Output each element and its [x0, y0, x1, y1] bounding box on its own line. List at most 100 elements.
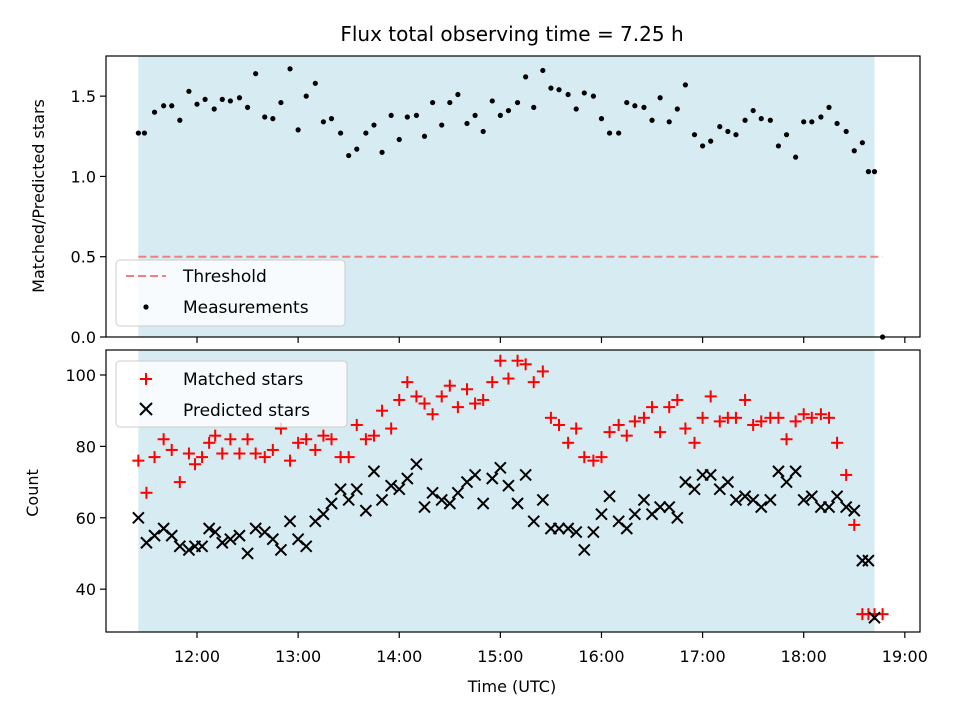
- measurement-point: [801, 119, 807, 125]
- legend-predicted-label: Predicted stars: [183, 401, 310, 421]
- matched-star-point: [233, 447, 246, 460]
- predicted-star-point: [502, 479, 515, 492]
- measurement-point: [514, 99, 521, 106]
- measurement-point: [573, 106, 579, 112]
- top-y-axis-label: Matched/Predicted stars: [29, 99, 48, 293]
- bottom-y-tick-label: 100: [65, 366, 96, 385]
- measurement-point: [758, 116, 764, 122]
- matched-star-point: [203, 436, 216, 449]
- matched-star-point: [780, 433, 793, 446]
- matched-star-point: [840, 468, 853, 481]
- predicted-star-point: [342, 493, 355, 507]
- measurement-point: [169, 103, 175, 109]
- measurement-point: [303, 93, 309, 99]
- matched-star-point: [671, 393, 684, 406]
- measurement-point: [826, 104, 832, 110]
- measurement-point: [708, 138, 714, 144]
- legend-matched-label: Matched stars: [183, 370, 303, 390]
- matched-star-point: [739, 393, 752, 406]
- matched-star-point: [696, 411, 709, 424]
- measurement-point: [151, 109, 158, 115]
- predicted-star-point: [569, 525, 583, 539]
- measurement-point: [682, 82, 689, 88]
- measurement-point: [859, 140, 865, 146]
- predicted-star-point: [359, 504, 373, 517]
- measurement-point: [531, 104, 537, 110]
- measurement-point: [641, 104, 647, 110]
- predicted-star-point: [195, 540, 209, 553]
- matched-star-point: [486, 376, 499, 389]
- matched-star-point: [848, 518, 861, 531]
- measurement-point: [699, 143, 706, 149]
- top-y-tick-label: 1.5: [71, 87, 96, 106]
- matched-star-point: [393, 393, 406, 406]
- matched-star-point: [469, 397, 482, 410]
- predicted-stars-points: [132, 458, 881, 624]
- measurement-point: [565, 91, 571, 98]
- predicted-star-point: [132, 511, 145, 524]
- matched-star-point: [502, 372, 515, 385]
- matched-star-point: [443, 379, 456, 392]
- measurement-point: [219, 96, 225, 102]
- matched-star-point: [249, 447, 262, 460]
- matched-star-point: [359, 433, 372, 446]
- predicted-star-point: [375, 493, 389, 507]
- matched-star-point: [688, 436, 701, 449]
- measurement-point: [606, 130, 613, 136]
- matched-star-point: [562, 436, 575, 449]
- bottom-y-axis-label: Count: [23, 469, 42, 517]
- matched-star-point: [317, 429, 330, 442]
- measurement-point: [447, 99, 453, 106]
- predicted-star-point: [653, 500, 667, 514]
- top-legend: Threshold Measurements: [115, 259, 346, 327]
- matched-star-point: [704, 390, 717, 403]
- measurement-point: [464, 120, 470, 127]
- predicted-star-point: [527, 515, 540, 528]
- x-tick-label: 17:00: [680, 647, 726, 666]
- measurement-point: [363, 130, 369, 136]
- measurement-point: [177, 117, 183, 123]
- top-x-ticks: [196, 337, 906, 343]
- bottom-axes-frame: [105, 349, 921, 633]
- matched-star-point: [460, 383, 473, 396]
- predicted-star-point: [300, 540, 313, 553]
- measurement-point: [767, 117, 773, 123]
- predicted-star-point: [182, 543, 196, 557]
- measurement-point: [404, 114, 410, 120]
- predicted-star-point: [384, 479, 398, 492]
- predicted-star-point: [797, 493, 810, 507]
- bottom-y-tick-label: 40: [76, 580, 96, 599]
- measurement-point: [455, 91, 461, 98]
- bottom-y-tick-label: 80: [76, 437, 96, 456]
- matched-star-point: [292, 436, 305, 449]
- legend-threshold-label: Threshold: [182, 267, 267, 287]
- x-tick-label: 19:00: [882, 647, 928, 666]
- matched-star-point: [367, 429, 380, 442]
- predicted-star-point: [393, 483, 406, 496]
- x-tick-label: 12:00: [174, 647, 220, 666]
- predicted-star-point: [688, 483, 701, 496]
- matched-star-point: [831, 436, 844, 449]
- measurement-point: [624, 99, 630, 106]
- predicted-star-point: [671, 511, 684, 524]
- measurement-point: [270, 116, 276, 122]
- measurement-point: [211, 106, 217, 112]
- matched-star-point: [342, 451, 355, 464]
- predicted-star-point: [401, 472, 414, 485]
- predicted-star-point: [410, 458, 423, 471]
- predicted-star-point: [862, 554, 875, 567]
- measurement-point: [236, 95, 243, 101]
- measurement-point: [161, 103, 167, 109]
- bottom-y-tick-label: 60: [76, 509, 96, 528]
- measurement-point: [742, 117, 748, 123]
- measurement-point: [616, 130, 622, 136]
- predicted-star-point: [148, 529, 161, 542]
- measurement-point: [312, 80, 318, 86]
- count-panel: 40 60 80 100 Count 12:00 13:00 14:00 15:00 16:0…: [23, 349, 928, 696]
- measurement-point: [278, 99, 284, 106]
- predicted-star-point: [603, 490, 616, 503]
- predicted-star-point: [772, 465, 785, 478]
- matched-star-point: [401, 376, 414, 389]
- matched-star-point: [132, 454, 145, 467]
